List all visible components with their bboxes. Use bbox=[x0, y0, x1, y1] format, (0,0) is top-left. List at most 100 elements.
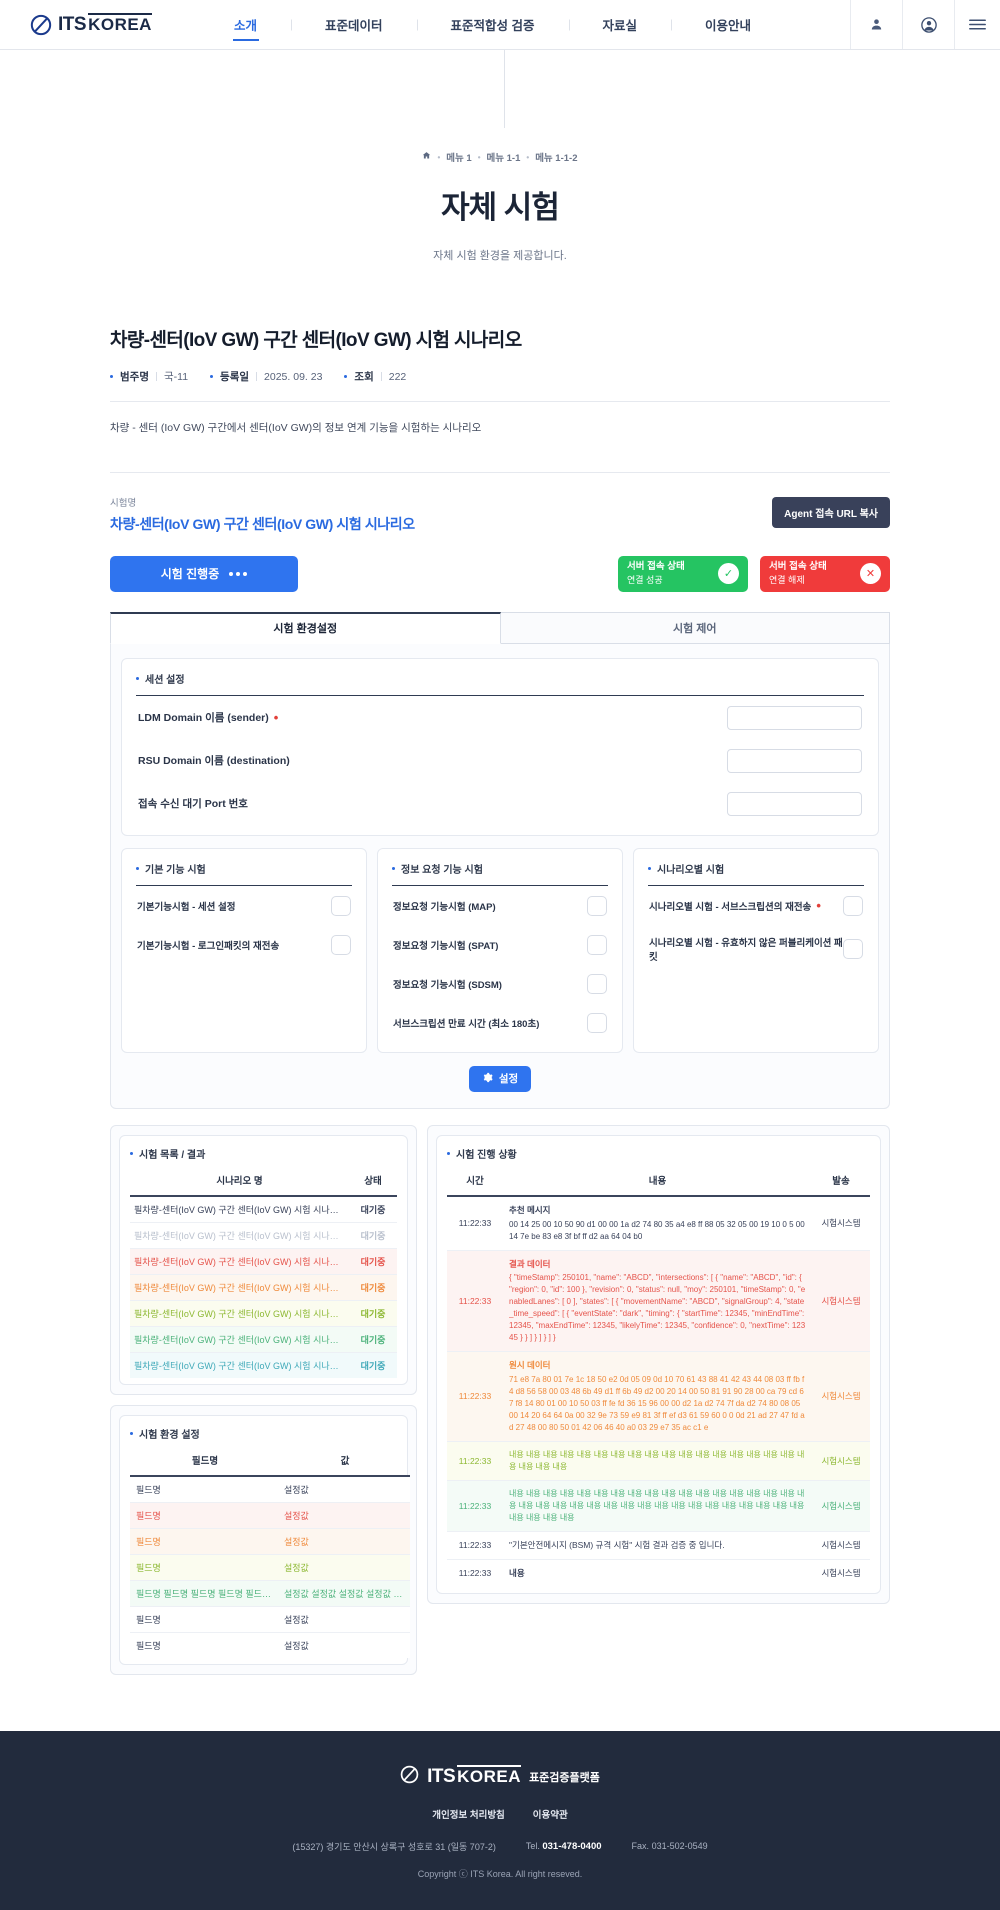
checkbox-basic-session-setting[interactable] bbox=[331, 895, 351, 916]
checkbox-info-request-map[interactable] bbox=[587, 895, 607, 916]
table-row[interactable]: 필차량-센터(IoV GW) 구간 센터(IoV GW) 시험 시나리오 대기중 bbox=[130, 1274, 397, 1301]
session-settings-fieldset: 세션 설정 LDM Domain 이름 (sender) • RSU Domai… bbox=[121, 657, 879, 836]
footer-fax: Fax. 031-502-0549 bbox=[632, 1841, 708, 1851]
check-row: 정보요청 기능시험 (MAP) bbox=[392, 886, 608, 925]
footer-link-privacy[interactable]: 개인정보 처리방침 bbox=[432, 1809, 505, 1821]
hamburger-menu-icon[interactable] bbox=[954, 0, 1000, 49]
meta-views: 조회 222 bbox=[344, 369, 406, 384]
nav-item-resources[interactable]: 자료실 bbox=[569, 0, 672, 49]
test-name-label: 시험명 bbox=[110, 497, 137, 509]
log-sender: 시험시스템 bbox=[812, 1351, 870, 1443]
connection-status-group: 서버 접속 상태 연결 성공 ✓ 서버 접속 상태 연결 해제 ✕ bbox=[618, 555, 890, 592]
breadcrumb-item-2[interactable]: 메뉴 1-1 bbox=[486, 153, 521, 164]
bullet-icon bbox=[136, 866, 139, 870]
field-name: 필드명 bbox=[130, 1475, 280, 1503]
nav-item-guide[interactable]: 이용안내 bbox=[671, 0, 785, 49]
agent-url-copy-button[interactable]: Agent 접속 URL 복사 bbox=[772, 496, 890, 528]
table-row[interactable]: 필차량-센터(IoV GW) 구간 센터(IoV GW) 시험 시나리오 대기중 bbox=[130, 1222, 397, 1249]
meta-key: 등록일 bbox=[220, 371, 250, 383]
tab-test-control[interactable]: 시험 제어 bbox=[500, 611, 890, 644]
breadcrumb: • 메뉴 1 • 메뉴 1-1 • 메뉴 1-1-2 bbox=[0, 150, 1000, 164]
breadcrumb-sep: • bbox=[437, 152, 441, 162]
table-row[interactable]: 필차량-센터(IoV GW) 구간 센터(IoV GW) 시험 시나리오 대기중 bbox=[130, 1326, 397, 1353]
log-sender: 시험시스템 bbox=[812, 1250, 870, 1353]
field-name: 필드명 bbox=[130, 1606, 280, 1633]
server-connection-status-success: 서버 접속 상태 연결 성공 ✓ bbox=[618, 555, 748, 592]
check-label: 기본기능시험 - 세션 설정 bbox=[137, 901, 236, 913]
table-row[interactable]: 필차량-센터(IoV GW) 구간 센터(IoV GW) 시험 시나리오 대기중 bbox=[130, 1300, 397, 1327]
field-value: 설정값 bbox=[280, 1632, 410, 1658]
checkbox-scenario-invalid-publication[interactable] bbox=[843, 938, 863, 959]
field-value: 설정값 bbox=[280, 1475, 410, 1503]
col-content: 내용 bbox=[503, 1165, 812, 1197]
apply-settings-button[interactable]: 설정 bbox=[468, 1065, 532, 1092]
scenario-name: 필차량-센터(IoV GW) 구간 센터(IoV GW) 시험 시나리오 bbox=[130, 1300, 349, 1327]
meta-category: 범주명 국-11 bbox=[110, 369, 188, 384]
env-settings-panel: 시험 환경 설정 필드명 값 필드명 설정값 bbox=[110, 1404, 417, 1675]
field-name: 필드명 bbox=[130, 1502, 280, 1529]
check-row: 정보요청 기능시험 (SDSM) bbox=[392, 964, 608, 1003]
progress-log-table: 시간 내용 발송 11:22:33 추천 메시지 00 14 25 00 10 … bbox=[447, 1165, 870, 1587]
checkbox-info-request-sdsm[interactable] bbox=[587, 973, 607, 994]
table-row[interactable]: 필차량-센터(IoV GW) 구간 센터(IoV GW) 시험 시나리오 대기중 bbox=[130, 1352, 397, 1378]
info-request-test-group: 정보 요청 기능 시험 정보요청 기능시험 (MAP) 정보요청 기능시험 (S… bbox=[377, 847, 623, 1053]
account-circle-icon[interactable] bbox=[902, 0, 954, 49]
footer-link-terms[interactable]: 이용약관 bbox=[532, 1809, 568, 1821]
breadcrumb-item-1[interactable]: 메뉴 1 bbox=[446, 153, 472, 164]
post-title: 차량-센터(IoV GW) 구간 센터(IoV GW) 시험 시나리오 bbox=[110, 330, 522, 351]
rsu-domain-input[interactable] bbox=[727, 748, 862, 773]
checkbox-scenario-subscription-resend[interactable] bbox=[843, 895, 863, 916]
env-settings-table: 필드명 값 필드명 설정값 필드명 설정값 bbox=[130, 1445, 410, 1658]
test-running-button[interactable]: 시험 진행중 bbox=[110, 555, 298, 592]
checkbox-basic-login-packet-resend[interactable] bbox=[331, 934, 351, 955]
user-icon[interactable] bbox=[850, 0, 902, 49]
footer-copyright: Copyright ⓒ ITS Korea. All right reseved… bbox=[417, 1868, 583, 1879]
progress-panel: 시험 진행 상황 시간 내용 발송 11:22:33 bbox=[427, 1124, 890, 1604]
log-sender: 시험시스템 bbox=[812, 1480, 870, 1533]
table-row: 필드명 설정값 bbox=[130, 1502, 410, 1529]
logo-its: ITS bbox=[58, 14, 87, 35]
test-name-value: 차량-센터(IoV GW) 구간 센터(IoV GW) 시험 시나리오 bbox=[110, 515, 415, 532]
log-content: 내용 내용 내용 내용 내용 내용 내용 내용 내용 내용 내용 내용 내용 내… bbox=[503, 1441, 812, 1482]
checkbox-info-request-spat[interactable] bbox=[587, 934, 607, 955]
progress-legend: 시험 진행 상황 bbox=[447, 1146, 870, 1166]
nav-item-conformance-test[interactable]: 표준적합성 검증 bbox=[417, 0, 569, 49]
table-row[interactable]: 필차량-센터(IoV GW) 구간 센터(IoV GW) 시험 시나리오 대기중 bbox=[130, 1248, 397, 1275]
nav-label: 소개 bbox=[234, 19, 258, 33]
check-row: 정보요청 기능시험 (SPAT) bbox=[392, 925, 608, 964]
status-badge: 대기중 bbox=[349, 1326, 397, 1353]
home-icon[interactable] bbox=[422, 151, 431, 163]
nav-item-standard-data[interactable]: 표준데이터 bbox=[291, 0, 417, 49]
meta-divider bbox=[380, 372, 382, 381]
check-label: 기본기능시험 - 로그인패킷의 재전송 bbox=[137, 940, 280, 952]
footer-fax-number: 031-502-0549 bbox=[651, 1841, 708, 1852]
log-sender: 시험시스템 bbox=[812, 1441, 870, 1482]
checkbox-subscription-expiry[interactable] bbox=[587, 1012, 607, 1033]
site-logo[interactable]: ITS KOREA bbox=[0, 0, 200, 49]
log-row: 11:22:33 내용 시험시스템 bbox=[447, 1559, 870, 1587]
nav-label: 자료실 bbox=[602, 19, 638, 33]
breadcrumb-sep: • bbox=[477, 152, 481, 162]
log-time: 11:22:33 bbox=[447, 1195, 503, 1251]
table-row: 필드명 필드명 필드명 필드명 필드명 필드명 설정값 설정값 설정값 설정값 … bbox=[130, 1580, 410, 1607]
tab-environment-settings[interactable]: 시험 환경설정 bbox=[110, 611, 501, 644]
listen-port-input[interactable] bbox=[727, 791, 862, 816]
site-header: ITS KOREA 소개 표준데이터 표준적합성 검증 자료실 이용안내 bbox=[0, 0, 1000, 50]
check-label: 정보요청 기능시험 (SPAT) bbox=[393, 940, 499, 952]
bullet-icon bbox=[392, 866, 395, 870]
nav-item-intro[interactable]: 소개 bbox=[200, 0, 291, 49]
legend-label: 시나리오별 시험 bbox=[657, 864, 725, 876]
scenario-name: 필차량-센터(IoV GW) 구간 센터(IoV GW) 시험 시나리오 bbox=[130, 1352, 349, 1378]
scenario-name: 필차량-센터(IoV GW) 구간 센터(IoV GW) 시험 시나리오 bbox=[130, 1326, 349, 1353]
header-vertical-divider bbox=[504, 50, 505, 128]
status-badge: 대기중 bbox=[349, 1352, 397, 1378]
ldm-domain-input[interactable] bbox=[727, 705, 862, 730]
post-meta: 범주명 국-11 등록일 2025. 09. 23 조회 222 bbox=[110, 369, 890, 384]
info-request-legend: 정보 요청 기능 시험 bbox=[392, 861, 608, 886]
breadcrumb-item-3[interactable]: 메뉴 1-1-2 bbox=[535, 153, 578, 164]
table-row[interactable]: 필차량-센터(IoV GW) 구간 센터(IoV GW) 시험 시나리오 스크롤… bbox=[130, 1195, 397, 1223]
log-message-body: 71 e8 7a 80 01 7e 1c 18 50 e2 0d 05 09 0… bbox=[509, 1375, 805, 1433]
nav-label: 이용안내 bbox=[705, 19, 752, 33]
log-time: 11:22:33 bbox=[447, 1441, 503, 1482]
apply-row: 설정 bbox=[121, 1065, 879, 1092]
